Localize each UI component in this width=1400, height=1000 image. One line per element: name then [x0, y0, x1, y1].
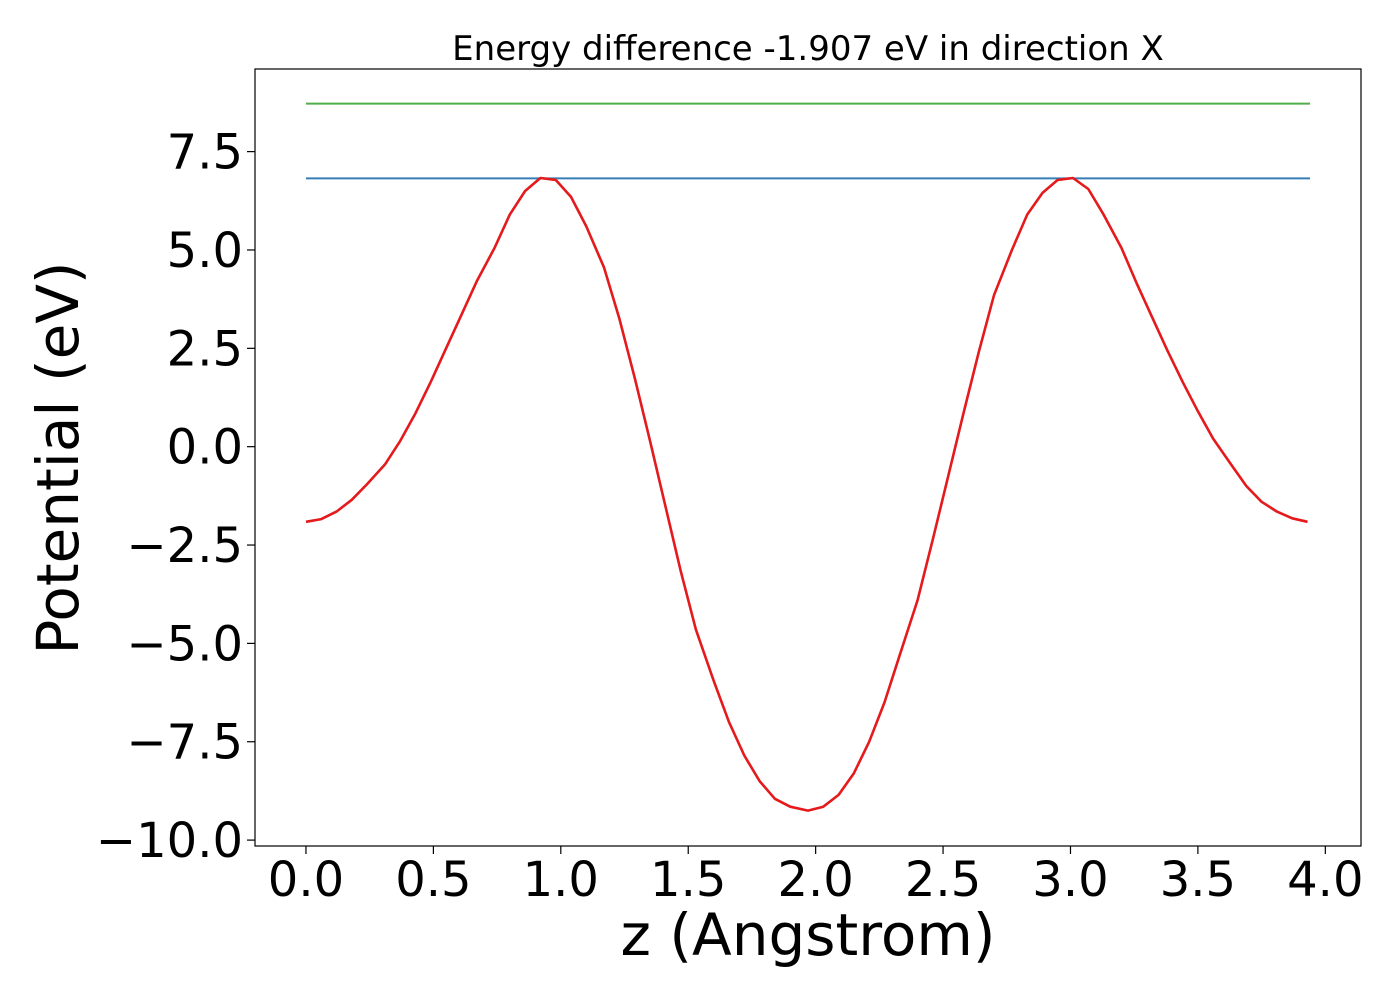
x-tick-label: 2.0: [777, 852, 853, 908]
y-axis-label: Potential (eV): [24, 261, 92, 654]
x-tick-label: 1.5: [650, 852, 726, 908]
series-lines: [305, 102, 1310, 812]
y-axis-ticks: −10.0 −7.5 −5.0 −2.5 0.0 2.5 5.0 7.5: [96, 125, 255, 869]
y-tick-label: −5.0: [126, 616, 243, 672]
x-axis-label: z (Angstrom): [621, 901, 996, 969]
x-tick-label: 0.5: [395, 852, 471, 908]
y-tick-label: −2.5: [126, 518, 243, 574]
chart-title: Energy difference -1.907 eV in direction…: [452, 29, 1164, 69]
x-axis-ticks: 0.0 0.5 1.0 1.5 2.0 2.5 3.0 3.5 4.0: [268, 846, 1363, 908]
x-tick-label: 3.0: [1032, 852, 1108, 908]
plot-frame: [254, 68, 1362, 847]
x-tick-label: 4.0: [1287, 852, 1363, 908]
plot-area: [254, 68, 1362, 847]
x-tick-label: 3.5: [1160, 852, 1236, 908]
y-tick-label: −7.5: [126, 715, 243, 771]
y-tick-label: 5.0: [167, 223, 243, 279]
x-tick-label: 0.0: [268, 852, 344, 908]
y-tick-label: 7.5: [167, 125, 243, 181]
x-tick-label: 1.0: [523, 852, 599, 908]
y-tick-label: 0.0: [167, 420, 243, 476]
potential-curve: [305, 176, 1308, 812]
y-tick-label: 2.5: [167, 321, 243, 377]
y-tick-label: −10.0: [96, 813, 243, 869]
x-tick-label: 2.5: [905, 852, 981, 908]
